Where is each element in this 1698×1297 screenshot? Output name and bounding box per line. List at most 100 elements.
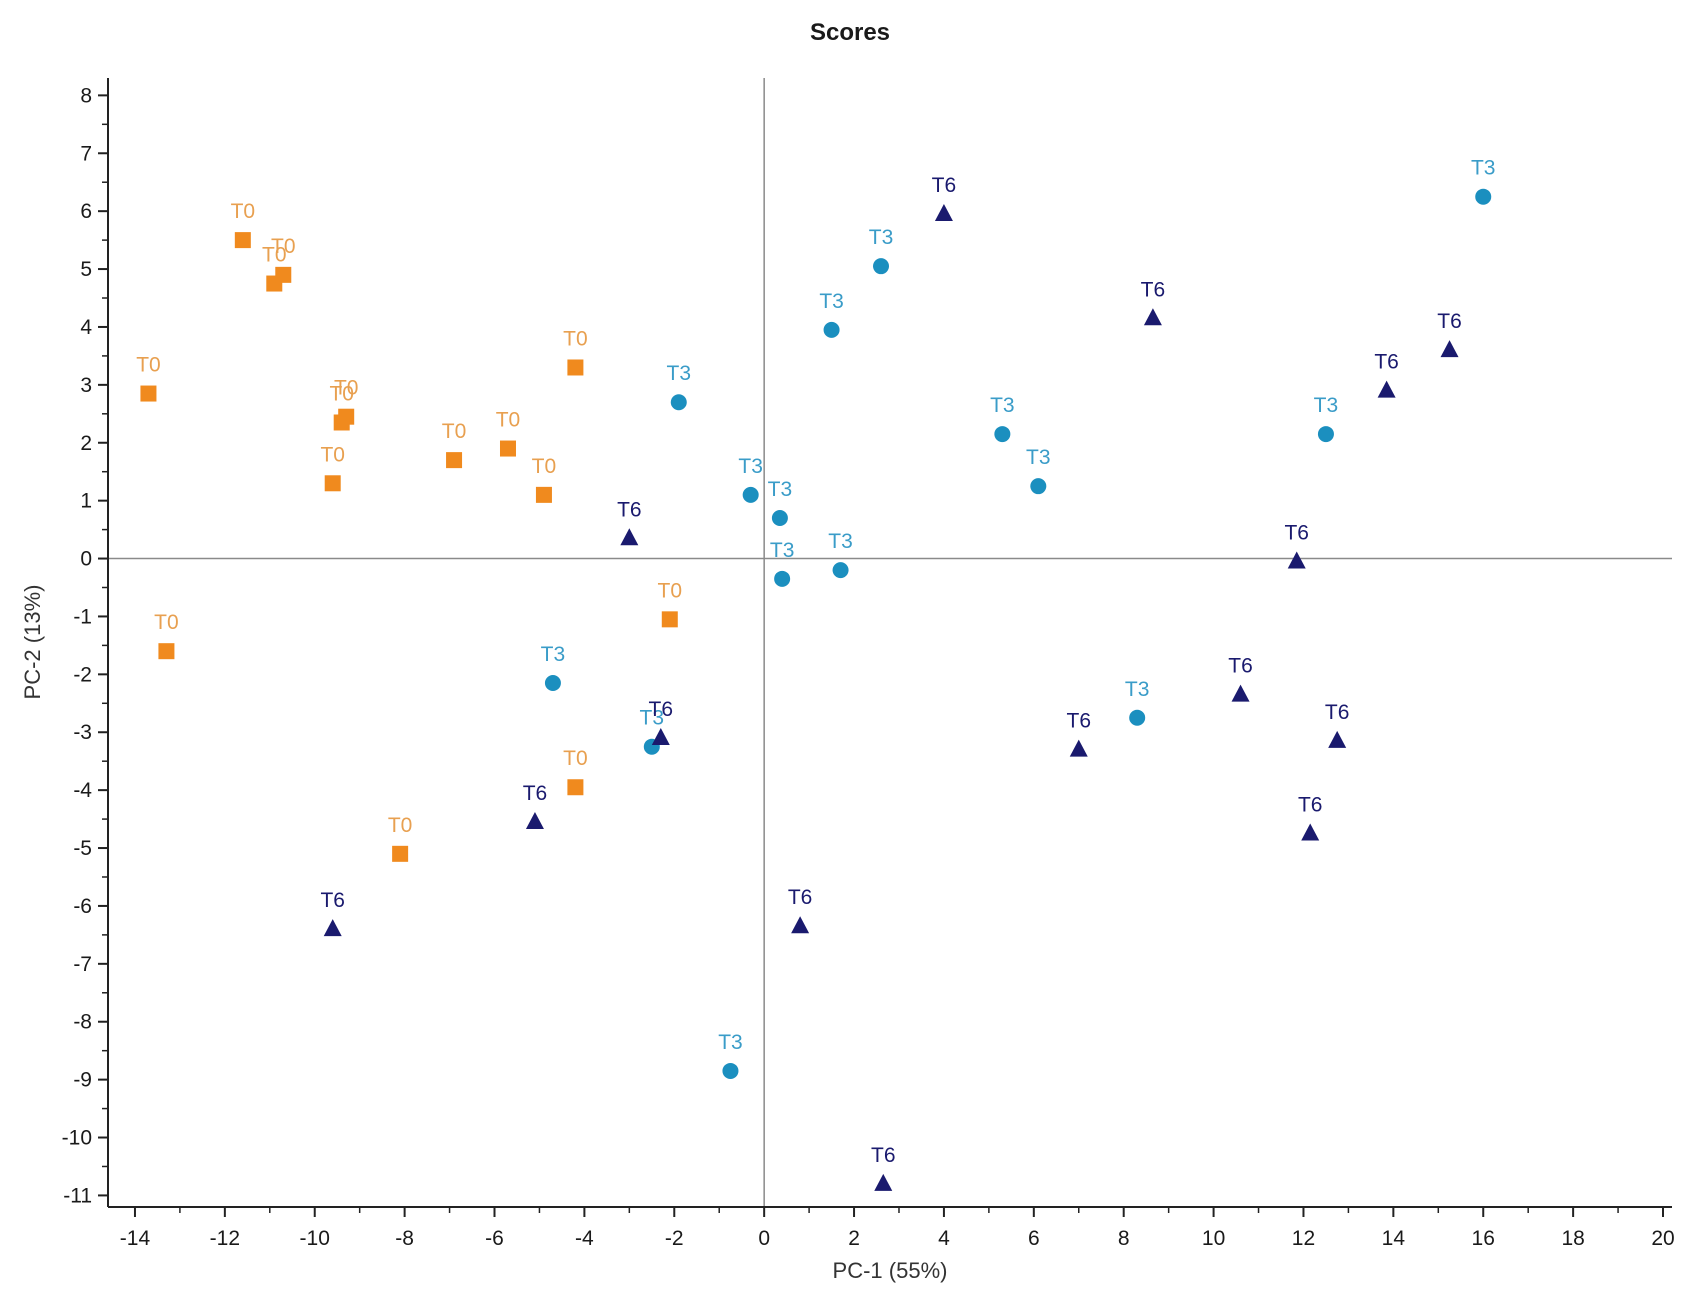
reference-lines bbox=[108, 78, 1672, 1207]
point-t6 bbox=[934, 204, 953, 222]
point-label-t6: T6 bbox=[1325, 701, 1350, 724]
point-label-t3: T3 bbox=[768, 478, 793, 501]
y-tick-label: -3 bbox=[73, 721, 92, 744]
y-tick-label: -1 bbox=[73, 605, 92, 628]
point-t3 bbox=[873, 258, 890, 275]
point-t6 bbox=[1143, 308, 1162, 326]
axes bbox=[107, 78, 1672, 1208]
data-points bbox=[140, 188, 1492, 1191]
point-label-t0: T0 bbox=[563, 747, 588, 770]
point-label-t6: T6 bbox=[932, 174, 957, 197]
point-t6 bbox=[1231, 684, 1250, 702]
point-label-t6: T6 bbox=[617, 498, 642, 521]
point-label-t3: T3 bbox=[640, 707, 665, 730]
point-t3 bbox=[1030, 478, 1047, 495]
point-label-t6: T6 bbox=[788, 886, 813, 909]
point-t6 bbox=[1301, 823, 1320, 841]
point-t0 bbox=[324, 475, 341, 492]
y-tick-label: 4 bbox=[80, 316, 92, 339]
y-tick-label: 6 bbox=[80, 200, 92, 223]
point-label-t6: T6 bbox=[871, 1144, 896, 1167]
y-tick-label: 1 bbox=[80, 490, 92, 513]
x-tick-label: 6 bbox=[1028, 1227, 1040, 1250]
point-t0 bbox=[661, 611, 678, 628]
y-tick-label: 2 bbox=[80, 432, 92, 455]
point-t0 bbox=[392, 845, 409, 862]
point-t3 bbox=[994, 426, 1011, 443]
point-t3 bbox=[823, 321, 840, 338]
point-label-t3: T3 bbox=[869, 226, 894, 249]
point-label-t3: T3 bbox=[828, 530, 853, 553]
y-tick-label: -6 bbox=[73, 895, 92, 918]
x-tick-label: 4 bbox=[938, 1227, 950, 1250]
point-t3 bbox=[771, 510, 788, 527]
point-t0 bbox=[234, 232, 251, 249]
x-tick-label: 0 bbox=[758, 1227, 770, 1250]
point-label-t0: T0 bbox=[262, 244, 287, 267]
point-t3 bbox=[544, 675, 561, 692]
y-axis-ticks: 8 7 6 5 4 3 2 1 0 -1 -2 -3 -4 -5 -6 -7 -8 -9 -10 -11 bbox=[62, 84, 108, 1207]
y-tick-label: -4 bbox=[73, 779, 92, 802]
point-label-t3: T3 bbox=[770, 539, 795, 562]
point-t3 bbox=[742, 486, 759, 503]
point-t0 bbox=[567, 359, 584, 376]
x-tick-label: 12 bbox=[1292, 1227, 1315, 1250]
x-tick-label: 16 bbox=[1472, 1227, 1495, 1250]
x-tick-label: -6 bbox=[485, 1227, 504, 1250]
point-label-t0: T0 bbox=[334, 377, 359, 400]
point-label-t6: T6 bbox=[1374, 351, 1399, 374]
point-label-t6: T6 bbox=[1067, 710, 1092, 733]
y-tick-label: -9 bbox=[73, 1069, 92, 1092]
point-label-t6: T6 bbox=[1228, 655, 1253, 678]
y-tick-label: -7 bbox=[73, 953, 92, 976]
point-t6 bbox=[323, 919, 342, 937]
y-tick-label: 3 bbox=[80, 374, 92, 397]
point-t0 bbox=[275, 266, 292, 283]
point-label-t3: T3 bbox=[1471, 157, 1496, 180]
point-t3 bbox=[832, 562, 849, 579]
point-t3 bbox=[670, 394, 687, 411]
point-label-t0: T0 bbox=[496, 409, 521, 432]
point-label-t3: T3 bbox=[541, 643, 566, 666]
point-t0 bbox=[499, 440, 516, 457]
y-axis-label: PC-2 (13%) bbox=[20, 585, 45, 700]
chart-title: Scores bbox=[810, 19, 890, 46]
point-t3 bbox=[1317, 426, 1334, 443]
point-labels: T0T0T0T0T0T0T0T0T0T0T0T0T0T0T0T3T3T3T3T3… bbox=[136, 157, 1495, 1167]
x-tick-label: -8 bbox=[395, 1227, 414, 1250]
point-t3 bbox=[1129, 709, 1146, 726]
point-label-t0: T0 bbox=[320, 443, 345, 466]
point-label-t0: T0 bbox=[231, 200, 256, 223]
y-tick-label: -11 bbox=[63, 1184, 92, 1207]
point-label-t3: T3 bbox=[1125, 678, 1150, 701]
point-t6 bbox=[791, 916, 810, 934]
point-label-t6: T6 bbox=[1298, 794, 1323, 817]
point-label-t6: T6 bbox=[649, 698, 674, 721]
point-label-t0: T0 bbox=[658, 579, 683, 602]
point-t6 bbox=[1069, 739, 1088, 757]
point-label-t3: T3 bbox=[667, 362, 692, 385]
y-tick-label: -8 bbox=[73, 1011, 92, 1034]
point-label-t0: T0 bbox=[563, 327, 588, 350]
point-label-t3: T3 bbox=[1026, 446, 1051, 469]
x-tick-label: 20 bbox=[1651, 1227, 1674, 1250]
y-tick-label: -5 bbox=[73, 837, 92, 860]
x-tick-label: -4 bbox=[575, 1227, 594, 1250]
point-t6 bbox=[874, 1173, 893, 1191]
point-label-t0: T0 bbox=[154, 611, 179, 634]
y-tick-label: -10 bbox=[62, 1127, 92, 1150]
point-t6 bbox=[1328, 730, 1347, 748]
point-label-t3: T3 bbox=[718, 1031, 743, 1054]
point-label-t0: T0 bbox=[442, 420, 467, 443]
point-t6 bbox=[1440, 340, 1459, 358]
point-t0 bbox=[158, 643, 175, 660]
point-t0 bbox=[567, 779, 584, 796]
x-tick-label: -14 bbox=[120, 1227, 151, 1250]
point-t0 bbox=[140, 385, 157, 402]
x-axis-ticks: -14 -12 -10 -8 -6 -4 -2 0 2 4 6 8 10 12 14 16 18 20 bbox=[120, 1207, 1675, 1250]
point-t3 bbox=[774, 570, 791, 587]
x-tick-label: 8 bbox=[1118, 1227, 1130, 1250]
point-t6 bbox=[651, 728, 670, 746]
point-label-t6: T6 bbox=[1284, 521, 1309, 544]
